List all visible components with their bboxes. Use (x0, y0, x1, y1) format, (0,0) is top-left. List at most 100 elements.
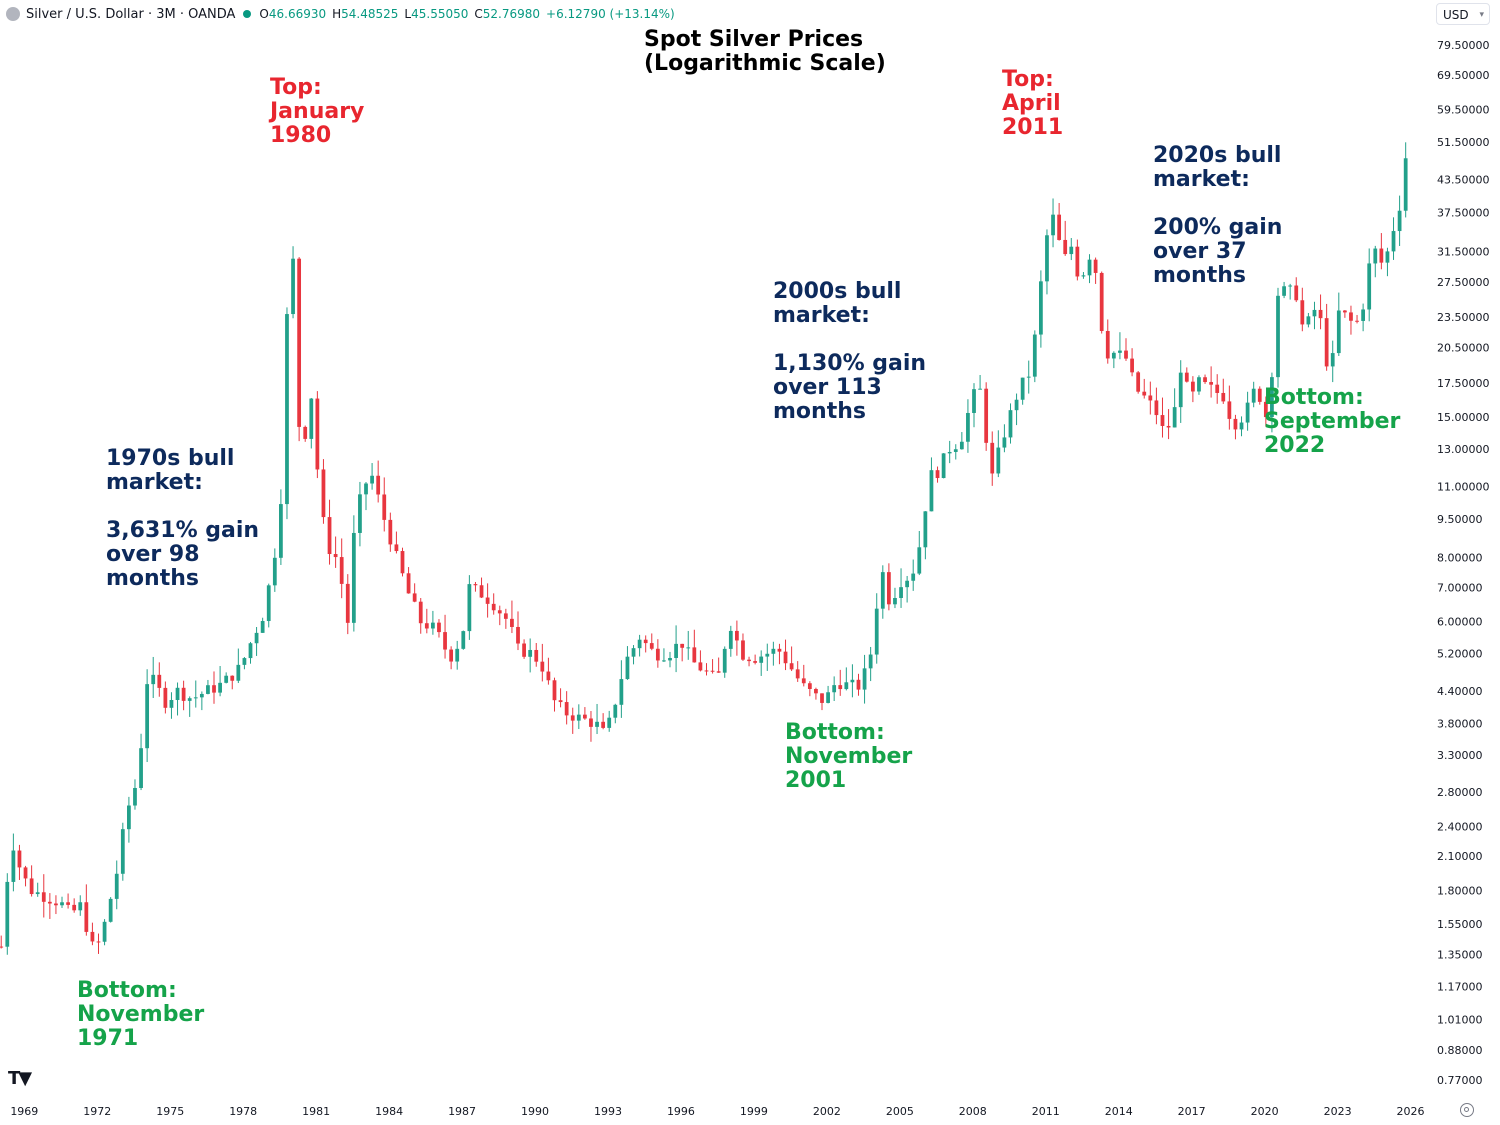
candle-body[interactable] (187, 698, 192, 701)
candle-body[interactable] (516, 626, 520, 644)
candle-body[interactable] (1130, 358, 1134, 373)
candle-body[interactable] (1063, 239, 1068, 255)
candle-body[interactable] (1026, 376, 1031, 378)
candle-body[interactable] (248, 643, 253, 659)
candle-body[interactable] (777, 648, 782, 652)
candle-body[interactable] (953, 449, 958, 452)
candle-body[interactable] (358, 494, 362, 533)
candle-body[interactable] (72, 904, 77, 911)
candle-body[interactable] (1087, 259, 1092, 276)
candle-body[interactable] (789, 663, 794, 670)
candle-body[interactable] (1045, 235, 1049, 282)
candle-body[interactable] (844, 682, 849, 690)
candle-body[interactable] (285, 314, 289, 505)
candle-body[interactable] (1391, 231, 1396, 252)
candle-body[interactable] (114, 873, 119, 899)
candle-body[interactable] (984, 388, 989, 443)
candle-body[interactable] (1038, 281, 1043, 335)
candle-body[interactable] (1111, 352, 1116, 359)
candle-body[interactable] (351, 532, 356, 623)
candle-body[interactable] (193, 697, 198, 699)
candle-body[interactable] (1057, 214, 1062, 240)
candle-body[interactable] (637, 639, 642, 649)
candle-body[interactable] (583, 714, 587, 719)
candle-body[interactable] (1367, 263, 1372, 310)
candle-body[interactable] (1075, 246, 1080, 277)
candle-body[interactable] (978, 388, 982, 390)
candle-body[interactable] (1166, 425, 1171, 428)
candle-body[interactable] (102, 921, 107, 942)
candle-body[interactable] (291, 258, 295, 315)
candle-body[interactable] (388, 519, 393, 545)
candle-body[interactable] (923, 511, 928, 548)
candle-body[interactable] (868, 654, 873, 669)
candle-body[interactable] (698, 662, 703, 671)
candle-body[interactable] (157, 674, 162, 688)
candle-body[interactable] (479, 585, 484, 598)
candle-body[interactable] (722, 648, 727, 673)
candle-body[interactable] (528, 649, 533, 657)
candle-body[interactable] (1221, 392, 1226, 402)
candle-body[interactable] (728, 630, 733, 649)
candle-body[interactable] (935, 470, 940, 479)
candle-body[interactable] (522, 643, 526, 657)
candle-body[interactable] (364, 483, 368, 495)
candle-body[interactable] (1355, 320, 1359, 322)
candle-body[interactable] (649, 643, 654, 649)
candle-body[interactable] (485, 597, 490, 604)
candle-body[interactable] (631, 648, 636, 657)
candle-body[interactable] (795, 669, 800, 679)
candle-body[interactable] (1312, 309, 1317, 317)
candle-body[interactable] (1148, 395, 1153, 401)
candle-body[interactable] (297, 258, 302, 427)
candle-body[interactable] (929, 470, 934, 512)
candle-body[interactable] (1270, 377, 1274, 418)
candle-body[interactable] (1160, 415, 1165, 426)
candle-body[interactable] (266, 585, 271, 622)
candle-body[interactable] (850, 679, 855, 683)
candle-body[interactable] (35, 892, 40, 895)
candle-body[interactable] (704, 670, 709, 672)
candle-body[interactable] (1403, 158, 1408, 211)
candle-body[interactable] (473, 584, 478, 586)
candle-body[interactable] (643, 639, 648, 644)
candle-body[interactable] (339, 557, 344, 584)
candle-body[interactable] (394, 544, 399, 552)
candle-body[interactable] (856, 679, 861, 690)
candle-body[interactable] (1105, 330, 1110, 359)
candle-body[interactable] (1379, 248, 1384, 263)
candle-body[interactable] (680, 643, 685, 648)
candle-body[interactable] (814, 688, 818, 694)
candle-body[interactable] (424, 623, 429, 629)
candle-body[interactable] (1233, 418, 1238, 430)
candle-body[interactable] (5, 881, 10, 947)
candle-body[interactable] (595, 721, 599, 727)
candle-body[interactable] (820, 693, 824, 703)
candle-body[interactable] (467, 584, 472, 632)
candle-body[interactable] (455, 648, 460, 662)
candle-body[interactable] (887, 572, 891, 605)
candle-body[interactable] (108, 898, 113, 922)
candle-body[interactable] (163, 687, 168, 708)
candle-body[interactable] (959, 441, 964, 450)
candle-body[interactable] (497, 610, 502, 614)
candle-body[interactable] (589, 718, 593, 727)
candle-body[interactable] (503, 613, 508, 619)
candle-body[interactable] (771, 648, 776, 654)
candle-body[interactable] (947, 451, 952, 454)
candle-body[interactable] (66, 902, 70, 905)
candle-body[interactable] (747, 659, 751, 662)
candle-body[interactable] (181, 687, 186, 701)
candle-body[interactable] (1032, 334, 1037, 377)
candle-body[interactable] (832, 685, 837, 693)
symbol-title[interactable]: Silver / U.S. Dollar · 3M · OANDA (26, 6, 236, 22)
candle-body[interactable] (127, 805, 131, 830)
candle-body[interactable] (655, 648, 660, 661)
candle-body[interactable] (1349, 312, 1353, 321)
candle-body[interactable] (1136, 372, 1141, 392)
candle-body[interactable] (1215, 384, 1220, 393)
candle-body[interactable] (376, 475, 381, 495)
candle-body[interactable] (133, 787, 137, 806)
candle-body[interactable] (1385, 251, 1390, 263)
